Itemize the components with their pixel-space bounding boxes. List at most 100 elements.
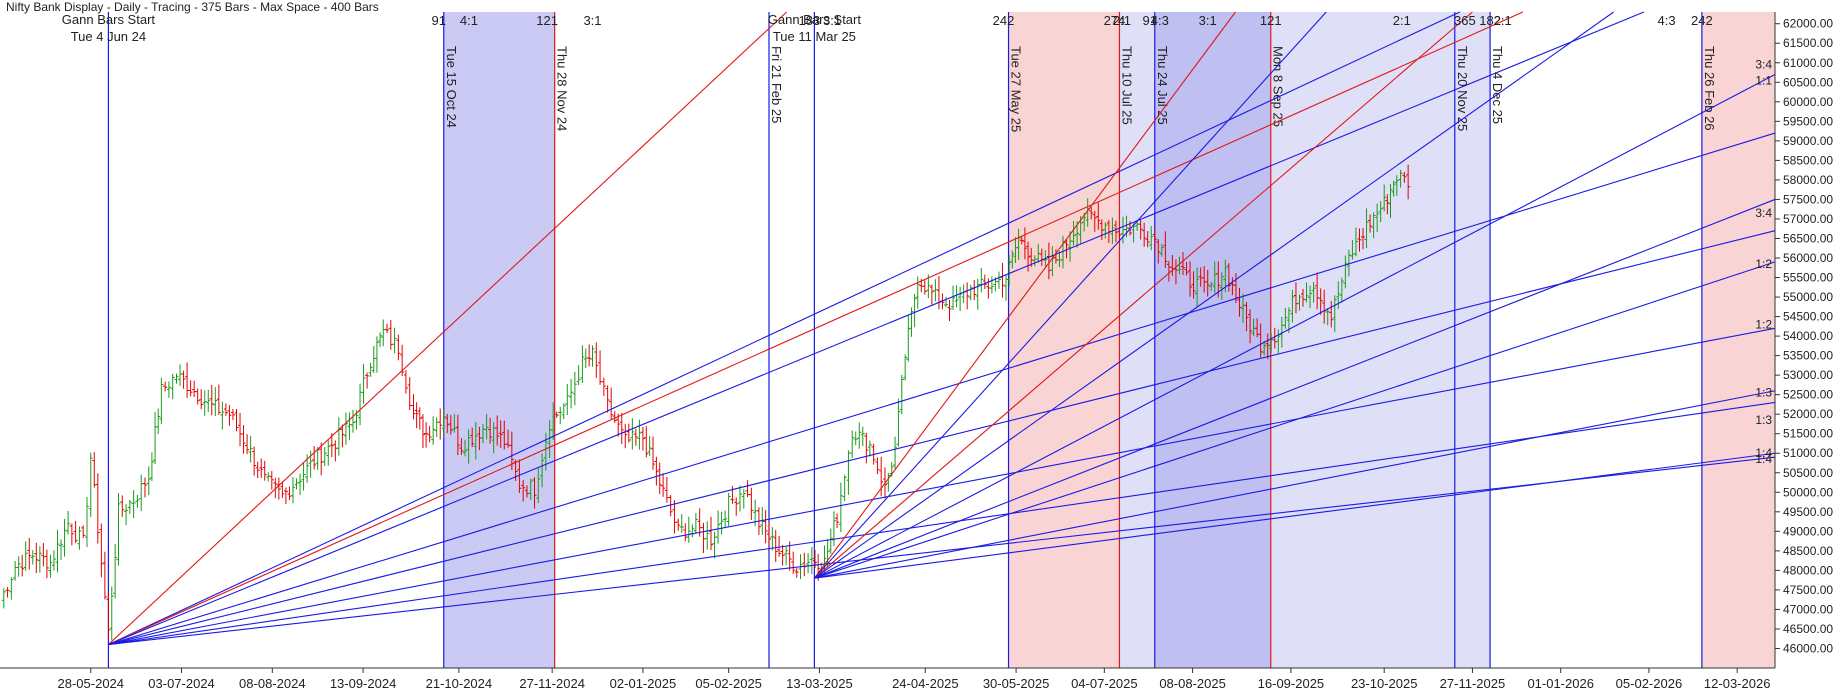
fan-ratio-label-4: 1:2 <box>1755 317 1772 331</box>
y-tick-label: 48000.00 <box>1783 563 1833 577</box>
y-tick-label: 47000.00 <box>1783 602 1833 616</box>
gann-fan-line-4 <box>108 132 1776 646</box>
gann-fan-line-0 <box>108 11 788 645</box>
x-tick-label: 04-07-2025 <box>1071 676 1138 691</box>
x-tick-label: 16-09-2025 <box>1258 676 1325 691</box>
top-label-1: 4:1 <box>460 13 478 28</box>
gann-fan-line-7 <box>108 401 1776 646</box>
y-tick-label: 54500.00 <box>1783 310 1833 324</box>
y-tick-label: 59500.00 <box>1783 114 1833 128</box>
y-tick-label: 59000.00 <box>1783 134 1833 148</box>
top-label-11: 3:1 <box>1199 13 1217 28</box>
fan-ratio-label-5: 1:3 <box>1755 386 1772 400</box>
gann-fan-line-15 <box>814 261 1776 579</box>
x-tick-label: 13-03-2025 <box>786 676 853 691</box>
gann-fan-line-9 <box>813 11 1236 579</box>
y-tick-label: 50500.00 <box>1783 466 1833 480</box>
gann-fan-line-3 <box>108 11 1645 646</box>
x-tick-label: 28-05-2024 <box>58 676 125 691</box>
gann-fan-line-16 <box>814 390 1776 579</box>
y-tick-label: 48500.00 <box>1783 544 1833 558</box>
x-tick-label: 08-08-2024 <box>239 676 306 691</box>
top-label-10: 4:3 <box>1151 13 1169 28</box>
fan-ratio-label-2: 3:4 <box>1755 206 1772 220</box>
top-label-2: 121 <box>536 13 558 28</box>
gann-fan-line-6 <box>108 327 1776 646</box>
gann-fan-line-8 <box>108 456 1776 646</box>
y-tick-label: 55000.00 <box>1783 290 1833 304</box>
price-bars <box>1 164 1411 641</box>
gann-fan-line-12 <box>814 11 1614 579</box>
y-tick-label: 61000.00 <box>1783 56 1833 70</box>
top-label-0: 91 <box>431 13 445 28</box>
gann-fan-line-11 <box>814 11 1473 579</box>
top-label-16: 2:1 <box>1494 13 1512 28</box>
vertical-line-label-10: Thu 4 Dec 25 <box>1490 46 1505 124</box>
plot-background <box>0 12 1775 668</box>
y-tick-label: 49000.00 <box>1783 524 1833 538</box>
y-tick-label: 52500.00 <box>1783 388 1833 402</box>
x-tick-label: 01-01-2026 <box>1527 676 1594 691</box>
gann-start-date-1: Tue 11 Mar 25 <box>773 29 856 44</box>
fan-ratio-label-8: 1:4 <box>1755 452 1772 466</box>
y-tick-label: 46000.00 <box>1783 641 1833 655</box>
gann-start-title-0: Gann Bars Start <box>62 12 156 27</box>
y-tick-label: 57000.00 <box>1783 212 1833 226</box>
top-label-4: 183 <box>798 13 820 28</box>
vertical-line-label-1: Tue 15 Oct 24 <box>444 46 459 128</box>
y-tick-label: 52000.00 <box>1783 407 1833 421</box>
top-label-18: 242 <box>1691 13 1713 28</box>
top-label-9: 91 <box>1142 13 1156 28</box>
gann-fan-line-1 <box>108 11 1461 646</box>
top-label-6: 242 <box>993 13 1015 28</box>
y-tick-label: 49500.00 <box>1783 505 1833 519</box>
x-tick-label: 24-04-2025 <box>892 676 959 691</box>
vertical-line-label-3: Fri 21 Feb 25 <box>769 46 784 123</box>
y-tick-label: 57500.00 <box>1783 192 1833 206</box>
time-band-2 <box>1119 12 1155 668</box>
time-band-1 <box>1008 12 1120 668</box>
x-tick-label: 27-11-2025 <box>1440 676 1506 691</box>
x-tick-label: 27-11-2024 <box>519 676 585 691</box>
fan-ratio-label-7: 1:4 <box>1755 446 1772 460</box>
y-tick-label: 47500.00 <box>1783 583 1833 597</box>
gann-fan-line-13 <box>814 73 1776 579</box>
y-axis-background <box>1775 0 1846 695</box>
vertical-line-label-2: Thu 28 Nov 24 <box>555 46 570 131</box>
y-tick-label: 61500.00 <box>1783 36 1833 50</box>
x-tick-label: 21-10-2024 <box>426 676 493 691</box>
y-tick-label: 60500.00 <box>1783 75 1833 89</box>
top-label-8: 2:1 <box>1113 13 1131 28</box>
gann-fan-line-17 <box>814 452 1776 579</box>
y-tick-label: 53000.00 <box>1783 368 1833 382</box>
fan-ratio-label-6: 1:3 <box>1755 413 1772 427</box>
y-tick-label: 46500.00 <box>1783 622 1833 636</box>
x-tick-label: 13-09-2024 <box>330 676 397 691</box>
x-tick-label: 08-08-2025 <box>1159 676 1226 691</box>
y-tick-label: 60000.00 <box>1783 95 1833 109</box>
y-tick-label: 58000.00 <box>1783 173 1833 187</box>
x-tick-label: 02-01-2025 <box>610 676 677 691</box>
fan-ratio-label-3: 1:2 <box>1755 257 1772 271</box>
x-tick-label: 03-07-2024 <box>148 676 215 691</box>
top-label-7: 274 <box>1104 13 1126 28</box>
gann-fan-line-14 <box>814 198 1776 579</box>
y-tick-label: 56500.00 <box>1783 231 1833 245</box>
vertical-line-label-11: Thu 26 Feb 26 <box>1702 46 1717 131</box>
gann-start-title-1: Gann Bars Start <box>768 12 862 27</box>
top-label-12: 121 <box>1260 13 1282 28</box>
time-band-0 <box>443 12 555 668</box>
fan-ratio-label-0: 3:4 <box>1755 58 1772 72</box>
top-label-13: 2:1 <box>1393 13 1411 28</box>
vertical-line-label-6: Thu 10 Jul 25 <box>1119 46 1134 125</box>
y-tick-label: 50000.00 <box>1783 485 1833 499</box>
top-label-15: 182 <box>1479 13 1501 28</box>
vertical-line-label-9: Thu 20 Nov 25 <box>1455 46 1470 131</box>
y-tick-label: 56000.00 <box>1783 251 1833 265</box>
chart-header-text: Nifty Bank Display - Daily - Tracing - 3… <box>6 0 379 14</box>
vertical-line-label-7: Thu 24 Jul 25 <box>1155 46 1170 125</box>
gann-start-date-0: Tue 4 Jun 24 <box>71 29 146 44</box>
x-tick-label: 23-10-2025 <box>1351 676 1418 691</box>
gann-fan-line-2 <box>108 11 1524 646</box>
